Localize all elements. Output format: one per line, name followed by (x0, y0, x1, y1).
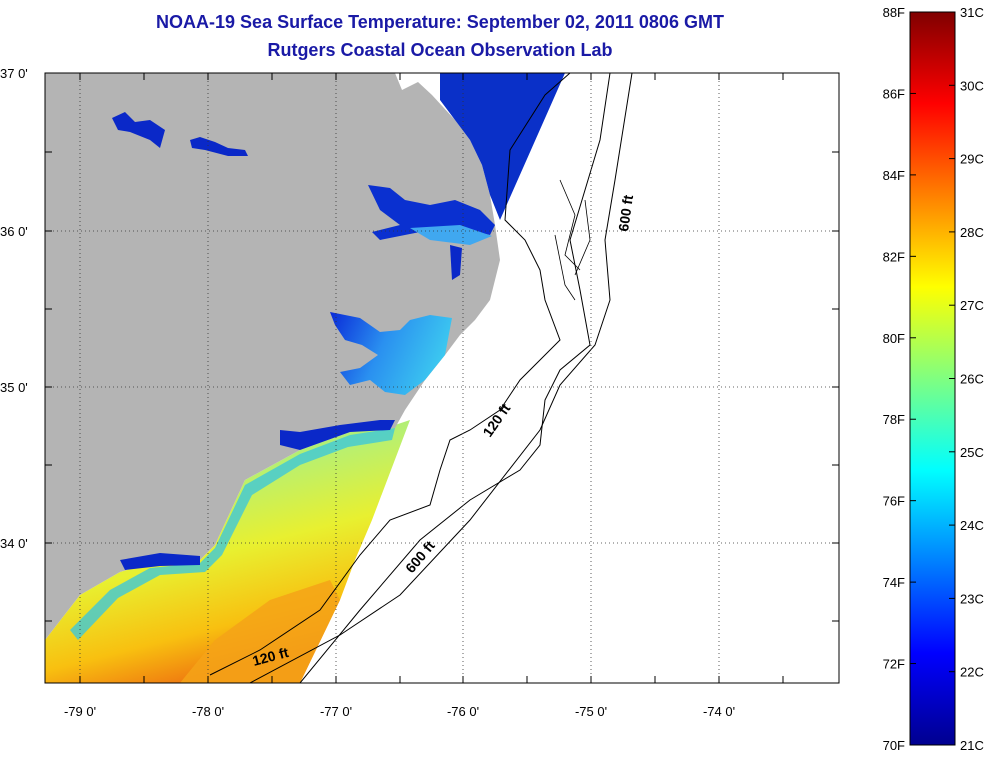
colorbar-label-c: 25C (960, 445, 984, 460)
axis-ticks (45, 73, 839, 683)
lon-label-74: -74 0' (703, 704, 735, 719)
colorbar-label-f: 78F (883, 412, 905, 427)
cape-fear-edge (120, 553, 200, 570)
grid-lines (45, 73, 839, 683)
contour-label-600ft-north: 600 ft (615, 194, 636, 233)
lat-label-36: 36 0' (0, 224, 28, 239)
colorbar-label-c: 23C (960, 591, 984, 606)
shoal-lines (554, 179, 591, 301)
colorbar-fahrenheit-labels: 88F 86F 84F 82F 80F 78F 76F 74F 72F 70F (883, 5, 905, 753)
colorbar-label-c: 26C (960, 372, 984, 387)
contour-600ft (249, 73, 633, 683)
river-roanoke (112, 112, 165, 148)
colorbar-label-f: 70F (883, 738, 905, 753)
river-chowan (190, 137, 248, 156)
colorbar-label-f: 80F (883, 331, 905, 346)
colorbar-label-f: 76F (883, 494, 905, 509)
colorbar-celsius-labels: 31C 30C 29C 28C 27C 26C 25C 24C 23C 22C 21C (960, 5, 984, 753)
pamlico-sound (330, 312, 452, 395)
lon-label-76: -76 0' (447, 704, 479, 719)
lon-label-75: -75 0' (575, 704, 607, 719)
colorbar-label-c: 29C (960, 152, 984, 167)
colorbar-ticks (910, 11, 955, 746)
sst-coastal-strip (70, 428, 395, 640)
plot-frame (44, 72, 840, 684)
lon-label-78: -78 0' (192, 704, 224, 719)
contour-120ft-inner (209, 73, 571, 676)
albemarle-sound-east (410, 225, 492, 245)
river-southern (450, 245, 462, 280)
colorbar-label-c: 21C (960, 738, 984, 753)
map-title: NOAA-19 Sea Surface Temperature: Septemb… (156, 12, 724, 32)
contour-120ft-outer (299, 73, 611, 683)
coastal-edge-south (280, 420, 395, 450)
lon-label-79: -79 0' (64, 704, 96, 719)
map-subtitle: Rutgers Coastal Ocean Observation Lab (267, 40, 613, 60)
colorbar-label-c: 31C (960, 5, 984, 20)
colorbar-label-f: 88F (883, 5, 905, 20)
colorbar-label-c: 22C (960, 665, 984, 680)
land-mass (45, 73, 500, 640)
colorbar-label-c: 30C (960, 78, 984, 93)
colorbar-label-f: 86F (883, 86, 905, 101)
lat-label-34: 34 0' (0, 536, 28, 551)
lat-label-37: 37 0' (0, 66, 28, 81)
colorbar-label-c: 27C (960, 298, 984, 313)
sst-swath-north (440, 73, 565, 220)
colorbar-label-f: 72F (883, 657, 905, 672)
lon-label-77: -77 0' (320, 704, 352, 719)
colorbar-label-c: 28C (960, 225, 984, 240)
colorbar-label-f: 84F (883, 168, 905, 183)
colorbar-label-f: 74F (883, 575, 905, 590)
sst-warm-band (180, 580, 340, 683)
colorbar (909, 11, 956, 746)
colorbar-label-c: 24C (960, 518, 984, 533)
lat-label-35: 35 0' (0, 380, 28, 395)
colorbar-label-f: 82F (883, 249, 905, 264)
